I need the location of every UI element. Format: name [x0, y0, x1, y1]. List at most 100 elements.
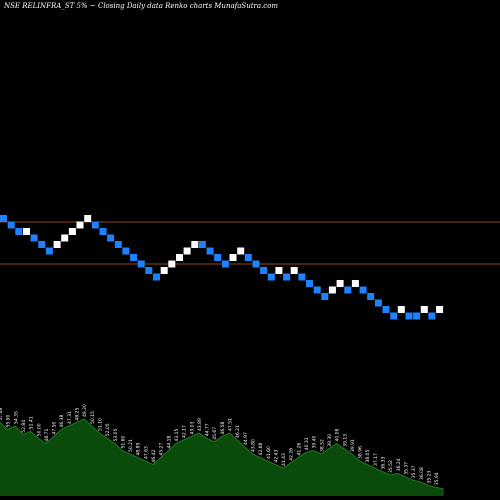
renko-brick-up: [420, 306, 428, 313]
price-label: 47.51: [228, 418, 234, 431]
price-label: 40.31: [304, 437, 310, 450]
price-label: 41.60: [266, 446, 272, 459]
price-label: 43.80: [250, 439, 256, 452]
renko-brick-down: [313, 286, 321, 294]
renko-brick-down: [107, 234, 115, 242]
renko-brick-up: [290, 267, 298, 274]
price-label: 50.15: [90, 411, 96, 424]
renko-brick-down: [137, 260, 145, 268]
price-label: 35.23: [426, 470, 432, 483]
renko-brick-down: [122, 247, 130, 255]
price-label: 35.94: [434, 472, 440, 485]
renko-brick-down: [221, 260, 229, 268]
renko-brick-down: [428, 312, 436, 320]
renko-brick-down: [367, 293, 375, 300]
price-label: 48.89: [136, 442, 142, 455]
renko-brick-down: [405, 312, 413, 320]
renko-brick-up: [191, 241, 199, 248]
price-label: 46.42: [151, 449, 157, 462]
renko-brick-down: [15, 228, 23, 235]
price-label: 53.05: [113, 428, 119, 441]
volume-outline: [0, 418, 444, 490]
price-label: 42.26: [289, 448, 295, 461]
price-label: 38.05: [365, 449, 371, 462]
renko-brick-down: [198, 241, 206, 248]
price-label: 44.97: [243, 432, 249, 445]
renko-brick-down: [321, 293, 329, 300]
renko-brick-up: [336, 280, 344, 287]
price-label: 44.77: [205, 423, 211, 436]
chart-title: NSE RELINFRA_ST 5% ~ Closing Daily data …: [4, 2, 279, 10]
renko-brick-down: [7, 221, 15, 229]
renko-brick-down: [283, 273, 291, 281]
price-label: 41.26: [296, 442, 302, 455]
price-label: 36.24: [396, 458, 402, 471]
price-label: 43.15: [174, 428, 180, 441]
renko-brick-up: [275, 267, 283, 274]
renko-brick-down: [114, 241, 122, 248]
renko-brick-down: [359, 286, 367, 294]
price-label: 37.17: [373, 453, 379, 466]
renko-brick-down: [145, 267, 153, 274]
price-label: 45.67: [212, 427, 218, 440]
renko-brick-up: [436, 306, 444, 313]
renko-brick-up: [328, 286, 336, 294]
price-label: 46.38: [59, 414, 65, 427]
price-label: 39.40: [312, 435, 318, 448]
renko-brick-up: [53, 241, 61, 248]
price-label: 42.17: [182, 425, 188, 438]
price-label: 35.37: [411, 465, 417, 478]
renko-brick-down: [344, 286, 352, 294]
price-label: 43.89: [197, 418, 203, 431]
renko-brick-down: [0, 215, 7, 222]
renko-brick-up: [168, 260, 176, 268]
renko-brick-up: [84, 215, 92, 222]
price-label: 51.10: [97, 418, 103, 431]
renko-brick-up: [76, 221, 84, 229]
price-label: 45.27: [159, 442, 165, 455]
renko-brick-up: [68, 228, 76, 235]
renko-brick-down: [45, 247, 53, 255]
renko-brick-up: [351, 280, 359, 287]
renko-brick-down: [260, 267, 268, 274]
renko-brick-down: [390, 312, 398, 320]
renko-brick-down: [153, 273, 160, 281]
renko-brick-down: [382, 306, 390, 313]
renko-brick-up: [397, 306, 405, 313]
price-label: 47.63: [143, 446, 149, 459]
price-label: 36.33: [381, 456, 387, 469]
price-label: 41.43: [281, 453, 287, 466]
price-label: 42.68: [258, 442, 264, 455]
renko-brick-up: [183, 247, 191, 255]
price-label: 55.90: [6, 414, 12, 427]
renko-brick-up: [23, 228, 30, 235]
price-label: 35.37: [403, 462, 409, 475]
price-label: 35.52: [388, 460, 394, 473]
renko-brick-up: [237, 247, 245, 255]
renko-brick-down: [99, 228, 107, 235]
price-label: 36.08: [419, 467, 425, 480]
price-label: 44.18: [166, 435, 172, 448]
volume-area: [0, 419, 444, 496]
renko-brick-down: [298, 273, 306, 281]
price-label: 38.96: [358, 446, 364, 459]
price-label: 47.31: [67, 411, 73, 424]
renko-brick-down: [244, 254, 252, 261]
price-label: 48.71: [44, 428, 50, 441]
price-label: 52.84: [21, 420, 27, 433]
price-label: 50.00: [36, 423, 42, 436]
renko-brick-down: [413, 312, 421, 320]
price-label: 43.03: [189, 421, 195, 434]
renko-brick-up: [229, 254, 237, 261]
renko-brick-down: [252, 260, 260, 268]
price-label: 57.48: [0, 407, 4, 420]
price-label: 47.50: [52, 421, 58, 434]
price-label: 40.08: [335, 428, 341, 441]
price-label: 49.20: [82, 404, 88, 417]
price-label: 51.41: [29, 416, 35, 429]
price-label: 46.58: [220, 421, 226, 434]
price-label: 48.25: [75, 407, 81, 420]
price-label: 42.43: [273, 449, 279, 462]
renko-brick-down: [30, 234, 38, 242]
